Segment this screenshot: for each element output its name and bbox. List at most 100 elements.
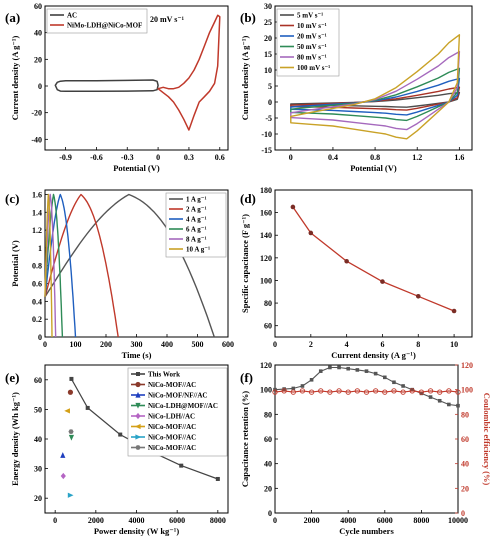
x-tick-label: 0 [273, 516, 277, 525]
x-tick-label: 0 [53, 516, 57, 525]
data-point [410, 387, 415, 392]
x-tick-label: 0.6 [215, 153, 225, 162]
y-tick-label: 0.4 [32, 297, 42, 306]
data-point [300, 384, 305, 388]
y-tick-label: 180 [260, 186, 272, 195]
plot-frame [274, 189, 473, 338]
data-point [451, 308, 457, 314]
data-point [69, 376, 74, 381]
x-tick-label: 0 [43, 340, 47, 349]
data-point [328, 365, 332, 370]
chart-panel-a: -0.9 -0.6 -0.3 0 0.3 0.6 -40 -20 0 20 40 60 Potentia… [5, 2, 229, 173]
data-point [118, 432, 123, 437]
data-point [415, 293, 421, 299]
data-point [336, 388, 342, 394]
efficiency-line [274, 390, 459, 393]
y-axis-label: Energy density (Wh kg⁻¹) [10, 392, 20, 486]
x-tick-label: 8 [416, 340, 420, 349]
data-point [382, 389, 388, 395]
data-point [446, 388, 452, 394]
legend-label: 1 A g⁻¹ [186, 196, 207, 204]
legend-label: NiCo-MOF/NF//AC [148, 392, 208, 400]
legend-box [276, 8, 340, 77]
y-right-axis-label: Coulombic efficiency (%) [482, 393, 492, 486]
y-tick-label: 1.6 [32, 190, 42, 199]
data-point [354, 388, 360, 394]
legend-label: NiCo-MOF//AC [148, 434, 196, 442]
legend-label: NiCo-MOF//AC [148, 444, 196, 452]
x-tick-label: 6000 [169, 516, 185, 525]
y-tick-label: 0.2 [32, 315, 42, 324]
y-axis-label: Capacitance retention (%) [240, 391, 250, 487]
legend-marker [135, 402, 141, 409]
legend-label: 10 A g⁻¹ [186, 246, 210, 254]
legend-label: 4 A g⁻¹ [186, 216, 207, 224]
data-point [346, 366, 350, 371]
x-tick-label: 8000 [413, 516, 429, 525]
data-point [68, 429, 74, 434]
x-tick-label: 500 [192, 340, 204, 349]
y-tick-label: 160 [260, 209, 272, 218]
y-axis-label: Potential (V) [10, 240, 20, 287]
legend-marker [135, 381, 141, 388]
legend-label: NiCo-LDH@MOF//AC [148, 402, 218, 410]
y-tick-label: 40 [34, 29, 42, 38]
y-tick-label: 20 [264, 484, 272, 493]
y-tick-label: 50 [34, 405, 42, 414]
legend-marker [135, 412, 141, 420]
x-tick-label: 4000 [340, 516, 356, 525]
x-tick-label: 0 [156, 153, 160, 162]
data-point [409, 388, 415, 394]
x-tick-label: 200 [100, 340, 112, 349]
x-tick-label: 0.4 [328, 153, 338, 162]
data-point [290, 204, 296, 210]
data-point [355, 368, 360, 372]
y-axis-label: Current density (A g⁻¹) [240, 36, 250, 121]
data-point [272, 389, 278, 395]
x-tick-label: 8000 [210, 516, 226, 525]
y-tick-label: 100 [260, 386, 272, 395]
plot-frame [274, 5, 473, 151]
y-tick-label: 15 [264, 50, 272, 59]
x-axis-label: Current density (A g⁻¹) [331, 350, 416, 360]
data-point [308, 389, 315, 395]
legend-marker [135, 434, 142, 440]
data-point [64, 408, 70, 414]
data-point [291, 386, 296, 391]
y-tick-label: 100 [260, 276, 272, 285]
x-tick-label: 1.6 [454, 153, 464, 162]
y-axis-label: Specific capacitance (F g⁻¹) [240, 214, 250, 313]
legend-label: NiCo-MOF//AC [148, 381, 196, 389]
x-tick-label: 6000 [377, 516, 393, 525]
y-right-tick-label: 60 [461, 435, 469, 444]
y-tick-label: -10 [261, 130, 272, 139]
x-tick-label: 6 [380, 340, 384, 349]
chart-panel-d: 0 2 4 6 8 10 60 80 100 120 140 160 180 Current densit… [240, 186, 473, 360]
data-point [447, 402, 451, 407]
x-tick-label: 300 [131, 340, 143, 349]
legend-label: 20 mV s⁻¹ [297, 33, 327, 41]
panel-label: (c) [5, 191, 19, 206]
data-point [299, 388, 306, 394]
chart-panel-b: 0 0.4 0.8 1.2 1.6 -15 -10 -5 0 5 10 15 20 25 30 Potenti… [240, 2, 473, 173]
data-point [437, 398, 442, 403]
y-tick-label: 80 [264, 299, 272, 308]
x-tick-label: -0.3 [121, 153, 134, 162]
data-point [391, 388, 397, 394]
data-point [456, 403, 460, 408]
legend-label: 50 mV s⁻¹ [297, 43, 327, 51]
data-point [85, 405, 90, 410]
y-tick-label: 60 [34, 2, 42, 11]
y-tick-label: 0 [268, 509, 272, 518]
legend-box [127, 367, 228, 457]
y-tick-label: 80 [264, 410, 272, 419]
x-axis-label: Potential (V) [350, 163, 397, 173]
gcd-curve [44, 193, 119, 338]
x-axis-label: Power density (W kg⁻¹) [94, 526, 180, 536]
y-tick-label: 60 [264, 322, 272, 331]
x-tick-label: 10 [450, 340, 458, 349]
legend-box [46, 8, 148, 34]
y-tick-label: 20 [34, 55, 42, 64]
data-point [380, 279, 385, 284]
